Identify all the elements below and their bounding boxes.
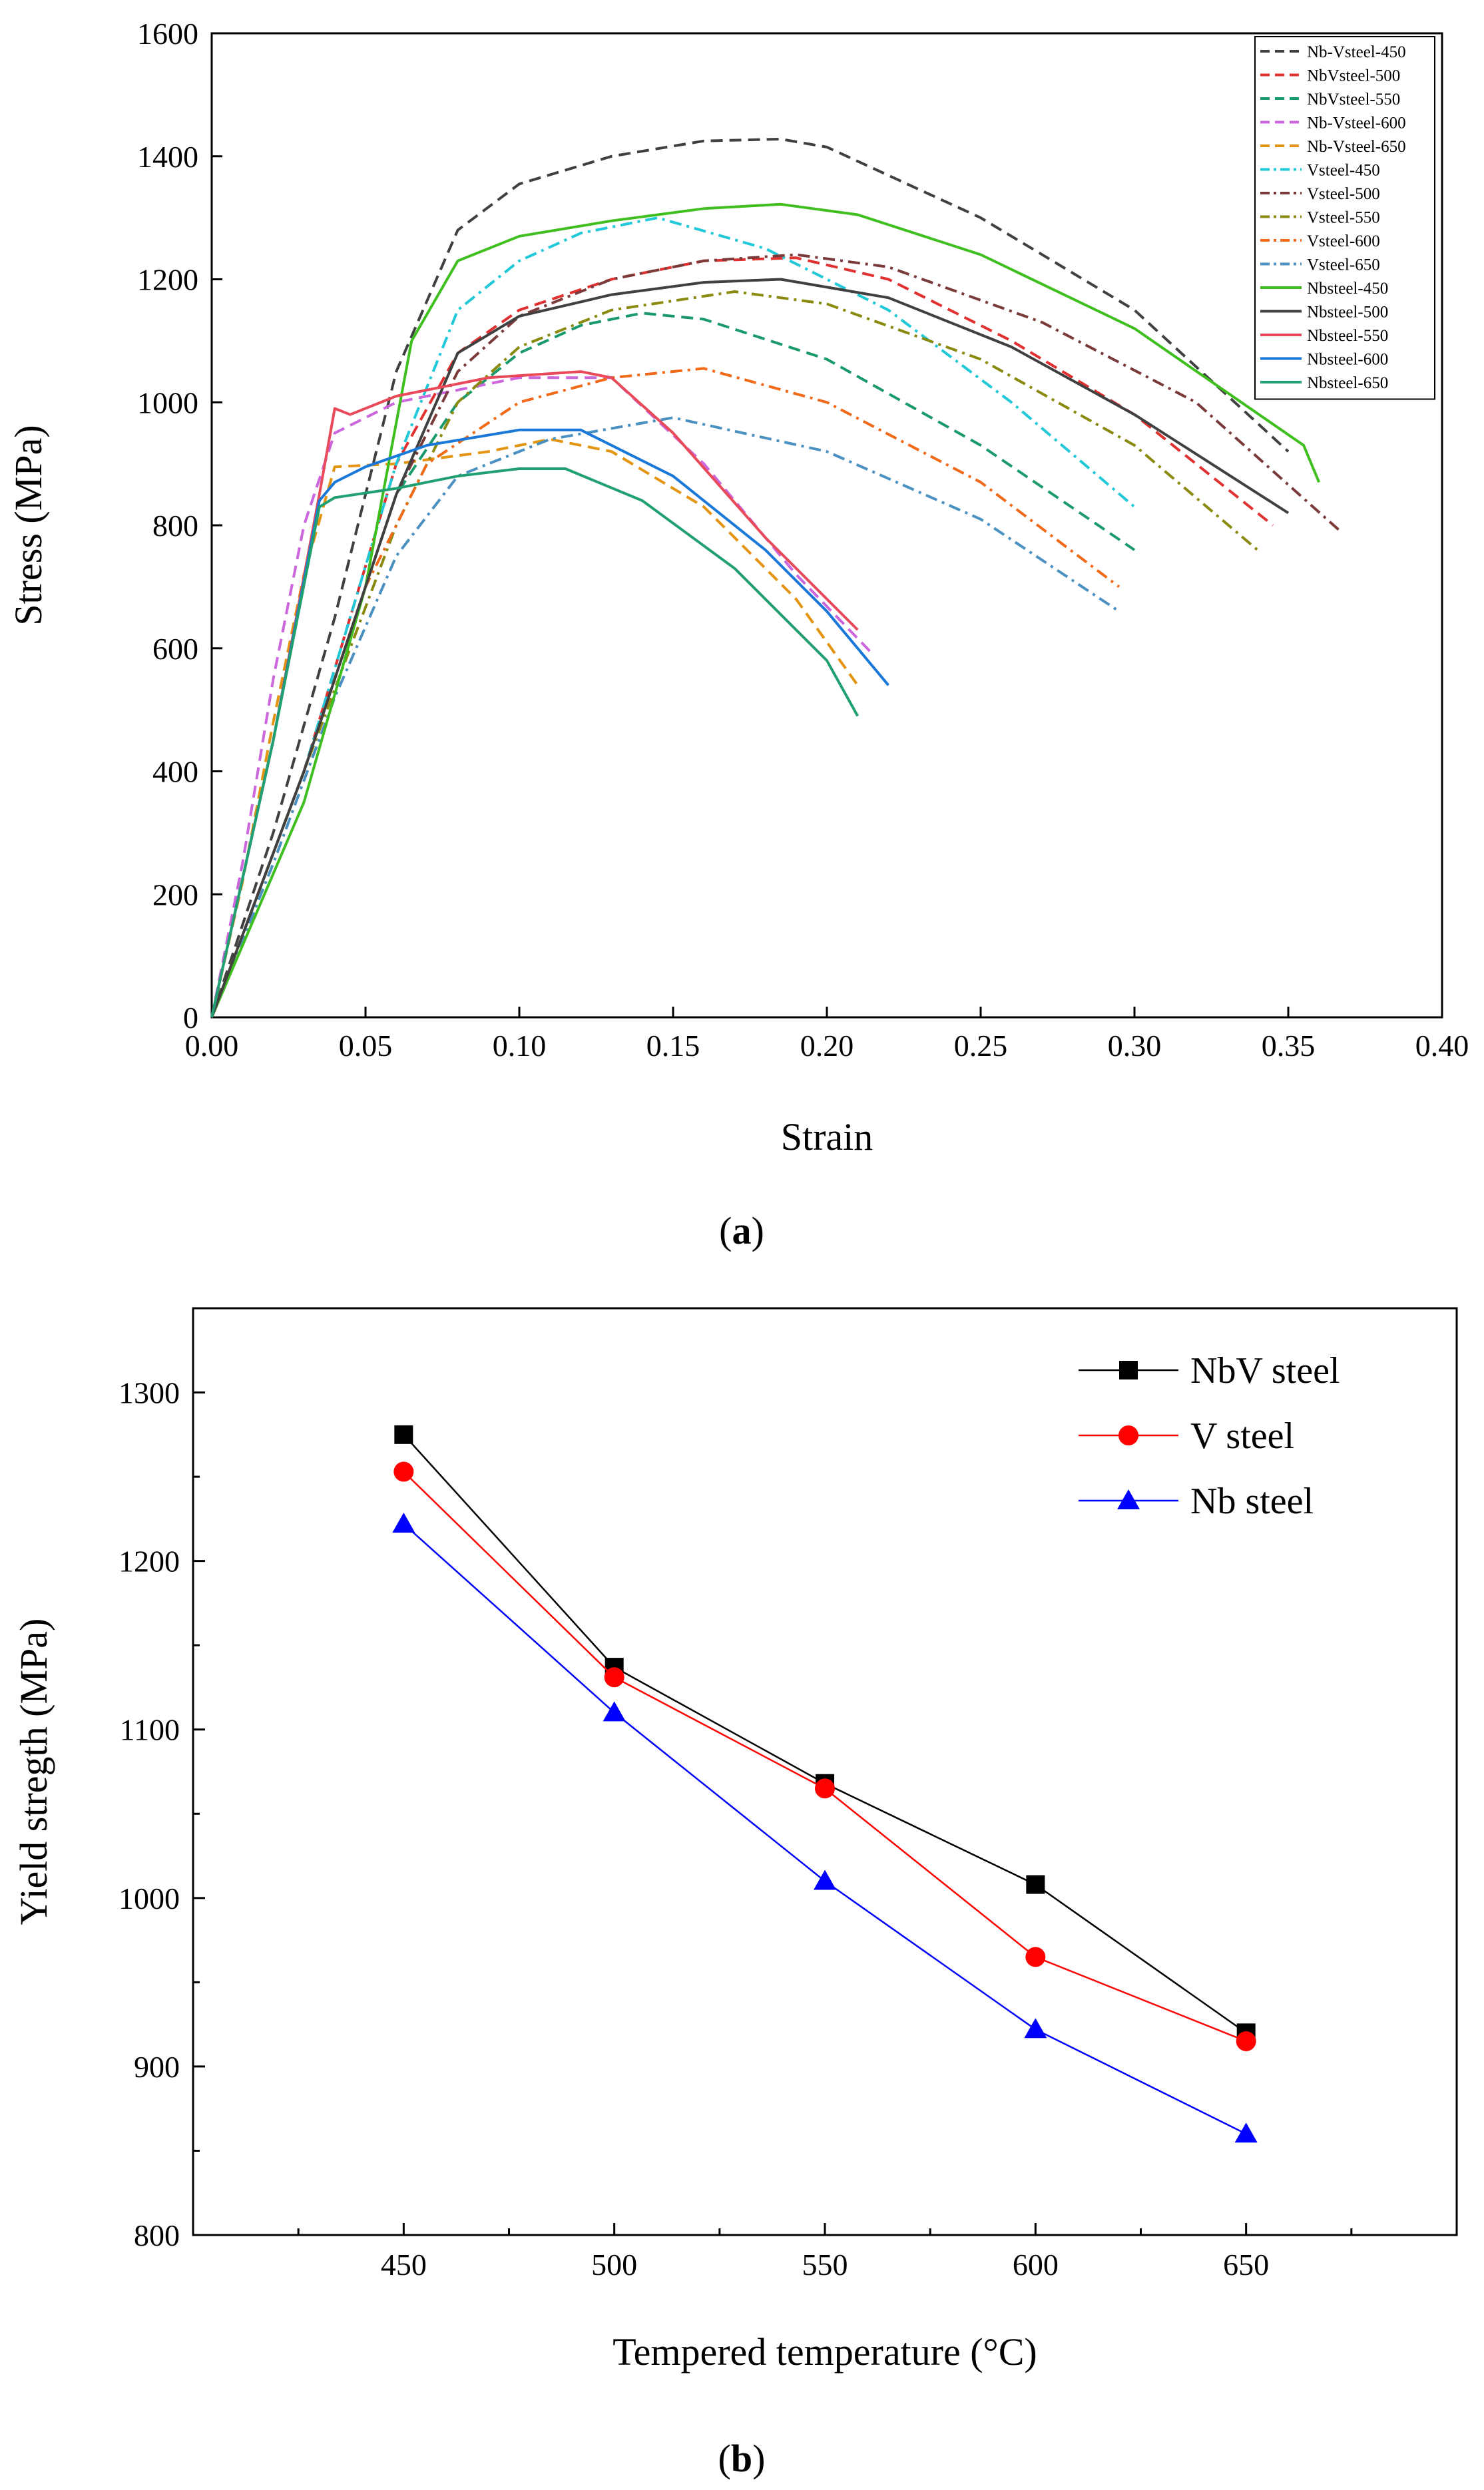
data-point-v-steel [393, 1461, 414, 1482]
data-point-nb-steel [1234, 2122, 1258, 2143]
series-line-nbvsteel-550 [210, 312, 1136, 1018]
data-point-nbv-steel [1026, 1875, 1045, 1894]
y-tick-label: 600 [152, 632, 198, 666]
legend-label: Nb-Vsteel-600 [1307, 115, 1406, 132]
legend-label: Nbsteel-550 [1307, 327, 1388, 345]
series-line-vsteel-650 [210, 416, 1120, 1018]
series-line-nb-vsteel-450 [210, 137, 1290, 1018]
data-point-v-steel [1236, 2031, 1256, 2051]
x-tick-label: 0.20 [800, 1029, 854, 1063]
data-point-v-steel [604, 1667, 624, 1688]
legend-label: Nbsteel-600 [1307, 351, 1388, 369]
legend-label: V steel [1190, 1415, 1294, 1457]
y-tick-label: 800 [152, 509, 198, 543]
y-tick-label: 1200 [119, 1545, 180, 1579]
x-tick-label: 0.10 [493, 1029, 547, 1063]
y-tick-label: 1000 [119, 1881, 180, 1915]
data-point-nb-steel [603, 1701, 626, 1722]
series-line-nb-vsteel-650 [210, 437, 859, 1018]
legend-label: Nbsteel-450 [1307, 280, 1388, 298]
stress-strain-chart: 0.00 0.05 0.10 0.15 0.20 0.25 0.30 0.35 0.40 0 200… [7, 17, 1469, 1158]
x-tick-label: 450 [381, 2248, 427, 2282]
series-line-nbsteel-500 [210, 278, 1290, 1018]
y-tick-label: 900 [134, 2050, 180, 2084]
legend-label: Nbsteel-650 [1307, 374, 1388, 392]
legend-label: Nb-Vsteel-450 [1307, 43, 1406, 61]
y-tick-label: 400 [152, 755, 198, 789]
x-tick-label: 550 [802, 2248, 848, 2282]
legend-label: Nb-Vsteel-650 [1307, 138, 1406, 156]
x-tick-label: 600 [1013, 2248, 1059, 2282]
series-line-vsteel-450 [210, 216, 1136, 1018]
legend-label: Vsteel-500 [1307, 185, 1380, 203]
data-point-nbv-steel [394, 1425, 413, 1444]
data-point-nb-steel [814, 1869, 836, 1890]
legend-marker-nbv-steel [1119, 1361, 1138, 1379]
y-tick-label: 1600 [137, 17, 198, 51]
x-tick-label: 0.30 [1108, 1029, 1162, 1063]
x-axis-label: Tempered temperature (°C) [613, 2330, 1037, 2373]
legend-label: NbVsteel-550 [1307, 91, 1400, 109]
y-tick-label: 1200 [137, 263, 198, 297]
legend-label: Vsteel-550 [1307, 209, 1380, 227]
legend-label: NbV steel [1190, 1350, 1340, 1391]
x-tick-label: 0.00 [185, 1029, 239, 1063]
legend-label: Nb steel [1190, 1481, 1314, 1522]
data-point-v-steel [1025, 1947, 1046, 1967]
series-line-nbsteel-450 [210, 202, 1321, 1018]
y-tick-label: 800 [134, 2218, 180, 2252]
series-line-v-steel [403, 1471, 1247, 2043]
x-axis-label: Strain [781, 1115, 873, 1158]
x-tick-label: 0.40 [1415, 1029, 1469, 1063]
x-tick-label: 500 [591, 2248, 637, 2282]
yield-strength-chart: 450 500 550 600 650 800 900 1000 1100 1200 1300 Tem… [12, 1307, 1458, 2373]
data-point-nb-steel [392, 1512, 415, 1533]
data-point-nb-steel [1024, 2018, 1047, 2039]
caption-a: (a) [719, 1209, 764, 1252]
y-tick-label: 1000 [137, 385, 198, 419]
x-tick-label: 0.15 [646, 1029, 700, 1063]
series-line-nbsteel-600 [210, 428, 889, 1018]
data-point-v-steel [815, 1778, 835, 1799]
series-line-nbvsteel-500 [210, 256, 1274, 1018]
legend-marker-nb-steel [1117, 1489, 1140, 1509]
series-line-vsteel-500 [210, 253, 1342, 1018]
legend-label: NbVsteel-500 [1307, 67, 1400, 85]
y-tick-label: 1100 [120, 1713, 180, 1747]
legend-label: Vsteel-450 [1307, 162, 1380, 180]
series-line-nbv-steel [403, 1433, 1247, 2034]
x-tick-label: 0.35 [1262, 1029, 1316, 1063]
y-axis-label: Yield stregth (MPa) [12, 1618, 55, 1925]
x-tick-label: 0.25 [954, 1029, 1008, 1063]
series-line-nb-vsteel-600 [210, 376, 874, 1018]
y-tick-label: 0 [183, 1001, 198, 1035]
y-tick-label: 1400 [137, 140, 198, 174]
legend-label: Vsteel-650 [1307, 256, 1380, 274]
y-tick-label: 200 [152, 877, 198, 911]
x-tick-label: 650 [1223, 2248, 1269, 2282]
legend-label: Vsteel-600 [1307, 232, 1380, 250]
series-line-nbsteel-650 [210, 467, 859, 1018]
series-line-vsteel-550 [210, 290, 1259, 1018]
legend-marker-v-steel [1118, 1425, 1138, 1445]
x-tick-label: 0.05 [339, 1029, 393, 1063]
y-axis-label: Stress (MPa) [7, 425, 50, 625]
series-line-nb-steel [403, 1523, 1247, 2135]
legend-label: Nbsteel-500 [1307, 304, 1388, 322]
y-tick-label: 1300 [119, 1376, 180, 1410]
series-line-vsteel-600 [210, 367, 1120, 1018]
caption-b: (b) [718, 2437, 766, 2480]
